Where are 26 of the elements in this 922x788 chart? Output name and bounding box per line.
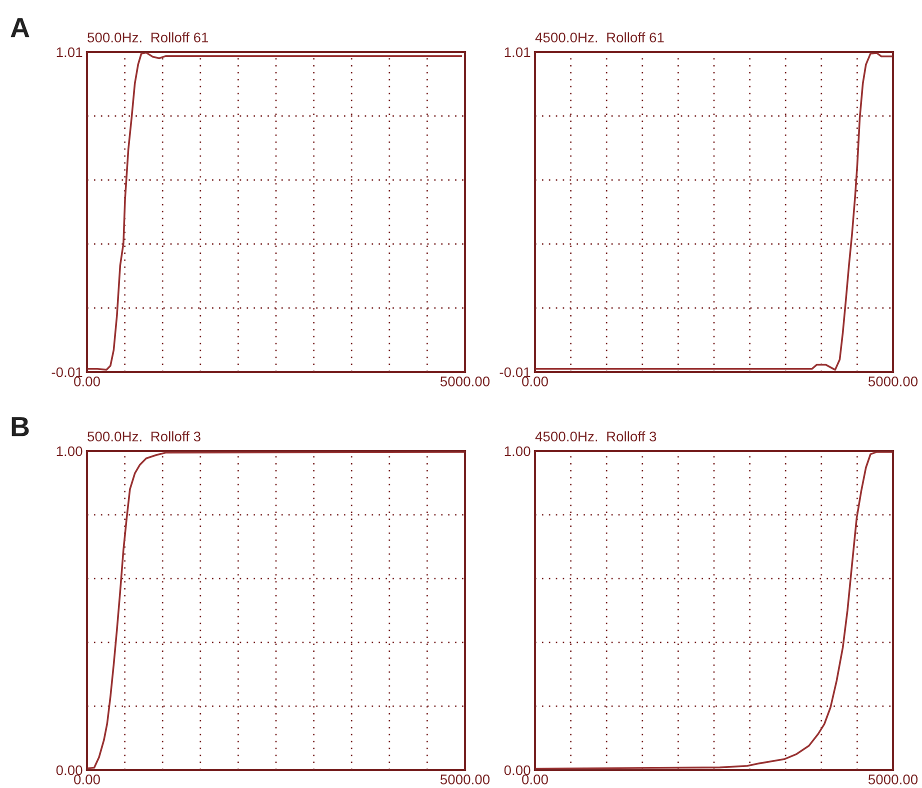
y-tick-label: 0.00 [504, 765, 530, 776]
text: A [10, 18, 30, 38]
line-series [87, 52, 462, 371]
x-tick-label: 5000.00 [440, 774, 490, 784]
chart-title: 500.0Hz. Rolloff 61 [88, 32, 208, 42]
chart-title: 4500.0Hz. Rolloff 61 [535, 32, 664, 42]
y-tick-label: 0.00 [56, 765, 82, 776]
x-tick-label: 0.00 [522, 376, 548, 386]
line-series [535, 52, 893, 371]
x-tick-label: 5000.00 [868, 774, 918, 784]
line-series [535, 451, 893, 770]
chart-title: 500.0Hz. Rolloff 3 [88, 431, 200, 442]
x-tick-label: 5000.00 [440, 376, 490, 386]
x-tick-label: 5000.00 [868, 376, 918, 386]
y-tick-label: 1.01 [504, 47, 530, 58]
y-tick-label: 1.01 [56, 47, 82, 58]
y-tick-label: 1.00 [56, 446, 82, 456]
x-tick-label: 0.00 [74, 376, 100, 386]
y-tick-label: 1.00 [504, 446, 530, 456]
text: B [12, 417, 29, 436]
y-tick-label: -0.01 [52, 367, 82, 378]
line-series [87, 451, 465, 770]
x-tick-label: 0.00 [522, 774, 548, 784]
y-tick-label: -0.01 [500, 367, 530, 378]
x-tick-label: 0.00 [74, 774, 100, 784]
chart-title: 4500.0Hz. Rolloff 3 [535, 431, 656, 442]
